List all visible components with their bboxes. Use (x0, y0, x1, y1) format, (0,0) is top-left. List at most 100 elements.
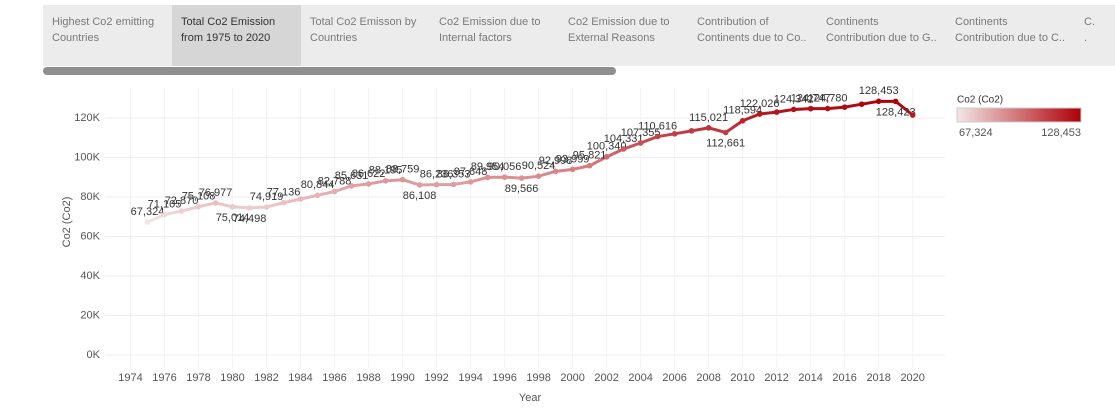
data-label: 128,423 (876, 106, 916, 118)
data-label: 67,324 (131, 206, 165, 218)
data-label: 128,453 (859, 85, 899, 97)
point (280, 199, 287, 206)
point (229, 204, 236, 210)
x-tick-label: 2000 (560, 372, 584, 384)
data-label: 90,056 (488, 161, 522, 173)
point (586, 162, 593, 169)
point (399, 176, 406, 183)
data-label: 100,340 (587, 141, 627, 153)
x-tick-label: 1978 (186, 372, 210, 384)
data-label: 86,108 (403, 190, 437, 202)
tab[interactable]: C. . (1084, 16, 1095, 44)
tab[interactable]: Continents Contribution due to G.. (826, 16, 937, 44)
point (637, 140, 644, 146)
point (875, 98, 882, 105)
point (705, 125, 712, 131)
tab[interactable]: Total Co2 Emission from 1975 to 2020 (172, 5, 301, 66)
data-label: 95,821 (573, 150, 607, 162)
point (603, 154, 610, 160)
point (331, 188, 338, 195)
x-tick-label: 1984 (288, 372, 312, 384)
data-label: 115,021 (689, 112, 728, 124)
data-label: 89,566 (505, 183, 539, 195)
x-tick-label: 1992 (424, 372, 448, 384)
point (348, 183, 355, 189)
x-tick-label: 1980 (220, 372, 244, 384)
point (297, 196, 304, 202)
point (535, 173, 542, 180)
data-label: 87,648 (454, 166, 488, 178)
x-tick-label: 2014 (798, 372, 822, 384)
x-tick-label: 2012 (764, 372, 788, 384)
legend-min: 67,324 (959, 127, 993, 139)
point (263, 204, 270, 210)
point (790, 106, 797, 113)
x-tick-label: 1996 (492, 372, 516, 384)
point (501, 174, 508, 180)
tab[interactable]: Continents Contribution due to C.. (955, 16, 1066, 44)
x-tick-label: 2008 (696, 372, 720, 384)
point (382, 178, 389, 184)
data-label: 122,026 (740, 98, 780, 110)
point (246, 205, 253, 211)
data-label: 124,780 (808, 92, 848, 104)
data-label: 75,108 (182, 191, 216, 203)
data-label: 110,616 (638, 120, 677, 132)
tab[interactable]: Co2 Emission due to Internal factors (439, 16, 541, 44)
x-tick-label: 1974 (118, 372, 142, 384)
data-label: 89,954 (471, 161, 505, 173)
x-axis-title: Year (519, 392, 542, 404)
point (518, 175, 525, 181)
x-tick-label: 1998 (526, 372, 550, 384)
data-label: 80,844 (301, 179, 335, 191)
data-label: 93,999 (556, 153, 590, 165)
x-tick-label: 2020 (900, 372, 924, 384)
point (722, 129, 729, 136)
y-tick-label: 20K (80, 309, 100, 321)
point (569, 166, 576, 173)
point (467, 179, 474, 185)
y-tick-label: 100K (74, 151, 100, 163)
point (161, 211, 168, 218)
data-label: 112,661 (706, 137, 745, 149)
legend-max: 128,453 (1041, 127, 1081, 139)
point (909, 112, 916, 118)
x-tick-label: 1994 (458, 372, 482, 384)
data-label: 86,353 (437, 168, 471, 180)
data-label: 124,747 (791, 93, 831, 105)
point (756, 111, 763, 117)
data-label: 88,759 (386, 164, 420, 176)
point (178, 208, 185, 214)
y-tick-label: 120K (74, 112, 100, 124)
x-tick-label: 2016 (832, 372, 856, 384)
tab[interactable]: Total Co2 Emisson by Countries (310, 16, 417, 44)
point (450, 181, 457, 188)
x-tick-label: 1990 (390, 372, 414, 384)
y-tick-label: 0K (87, 349, 101, 361)
y-tick-label: 80K (80, 191, 100, 203)
tab[interactable]: Co2 Emission due to External Reasons (568, 16, 670, 44)
x-tick-label: 2004 (628, 372, 652, 384)
tab[interactable]: Contribution of Continents due to Co.. (697, 16, 807, 44)
scrollbar[interactable] (43, 67, 616, 75)
data-label: 88,195 (369, 165, 403, 177)
data-label: 104,331 (604, 133, 644, 145)
y-tick-label: 60K (80, 230, 100, 242)
data-label: 86,622 (352, 168, 386, 180)
x-tick-label: 1982 (254, 372, 278, 384)
data-label: 71,105 (148, 198, 182, 210)
point (688, 128, 695, 134)
tab-bar: Highest Co2 emitting Countries Total Co2 … (43, 5, 1115, 66)
point (144, 219, 151, 225)
point (416, 182, 423, 188)
y-axis-title: Co2 (Co2) (61, 197, 73, 248)
point (858, 101, 865, 107)
point (195, 203, 202, 210)
data-label: 77,136 (267, 187, 301, 199)
x-tick-label: 2018 (866, 372, 890, 384)
data-label: 82,788 (318, 175, 352, 187)
tab[interactable]: Highest Co2 emitting Countries (52, 16, 155, 44)
data-label: 92,998 (539, 155, 573, 167)
point (552, 168, 559, 175)
